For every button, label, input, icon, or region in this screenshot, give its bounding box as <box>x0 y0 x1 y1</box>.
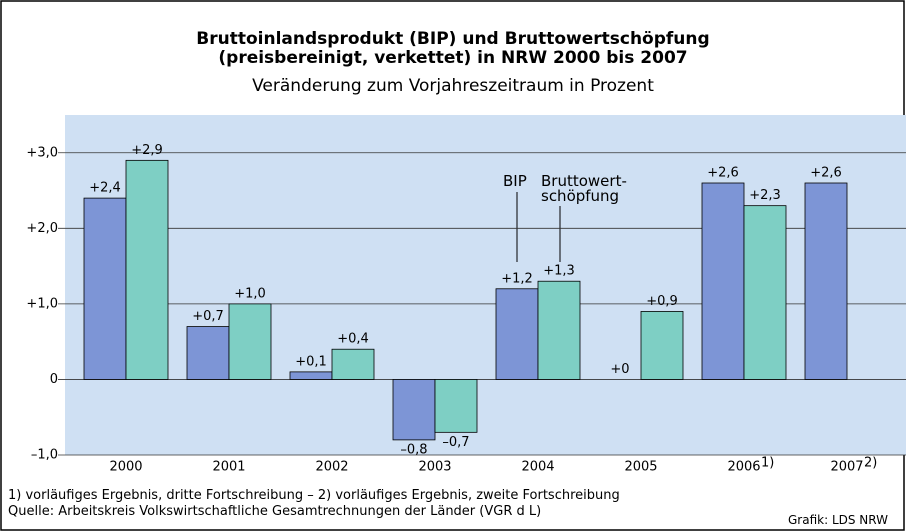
y-tick-label: +2,0 <box>26 221 58 236</box>
footnote: Quelle: Arbeitskreis Volkswirtschaftlich… <box>8 504 542 519</box>
series-label: BIP <box>503 172 527 190</box>
y-tick-label: –1,0 <box>31 448 58 463</box>
value-label: +0,1 <box>295 354 327 369</box>
x-tick-label: 2002 <box>315 460 348 475</box>
series-label: Bruttowert- schöpfung <box>541 172 627 205</box>
value-label: +0,4 <box>337 332 369 347</box>
x-tick-label: 2006 <box>727 460 760 475</box>
value-label: –0,8 <box>400 442 427 457</box>
bar <box>495 288 539 380</box>
value-label: +0 <box>610 362 629 377</box>
y-tick-label: +1,0 <box>26 296 58 311</box>
value-label: +2,6 <box>707 166 739 181</box>
value-label: –0,7 <box>442 435 469 450</box>
value-label: +1,0 <box>234 286 266 301</box>
x-tick-label: 2000 <box>109 460 142 475</box>
bar <box>186 326 230 380</box>
y-tick-label: +3,0 <box>26 145 58 160</box>
x-tick-label: 2003 <box>418 460 451 475</box>
value-label: +2,9 <box>131 143 163 158</box>
bar <box>289 371 333 380</box>
x-tick-label: 2004 <box>521 460 554 475</box>
x-tick-note: 2) <box>864 456 877 471</box>
bar <box>83 197 127 380</box>
value-label: +2,6 <box>810 166 842 181</box>
value-label: +0,9 <box>646 294 678 309</box>
bar <box>804 182 848 380</box>
value-label: +0,7 <box>192 309 224 324</box>
bar <box>434 379 478 433</box>
footnote: 1) vorläufiges Ergebnis, dritte Fortschr… <box>8 488 620 503</box>
bar <box>537 280 581 380</box>
value-label: +2,3 <box>749 188 781 203</box>
chart-title: Bruttoinlandsprodukt (BIP) und Bruttower… <box>196 29 710 68</box>
credit: Grafik: LDS NRW <box>788 513 889 527</box>
value-label: +1,3 <box>543 264 575 279</box>
bar <box>125 159 169 380</box>
x-tick-label: 2001 <box>212 460 245 475</box>
bar <box>228 303 272 380</box>
y-tick-label: 0 <box>50 372 58 387</box>
bar <box>392 379 436 441</box>
x-tick-label: 2007 <box>830 460 863 475</box>
x-tick-label: 2005 <box>624 460 657 475</box>
x-tick-note: 1) <box>761 456 774 471</box>
bar <box>701 182 745 380</box>
bar <box>331 348 375 380</box>
value-label: +2,4 <box>89 181 121 196</box>
bar <box>743 205 787 380</box>
chart-subtitle: Veränderung zum Vorjahreszeitraum in Pro… <box>252 76 654 96</box>
bar <box>640 311 684 380</box>
value-label: +1,2 <box>501 271 533 286</box>
